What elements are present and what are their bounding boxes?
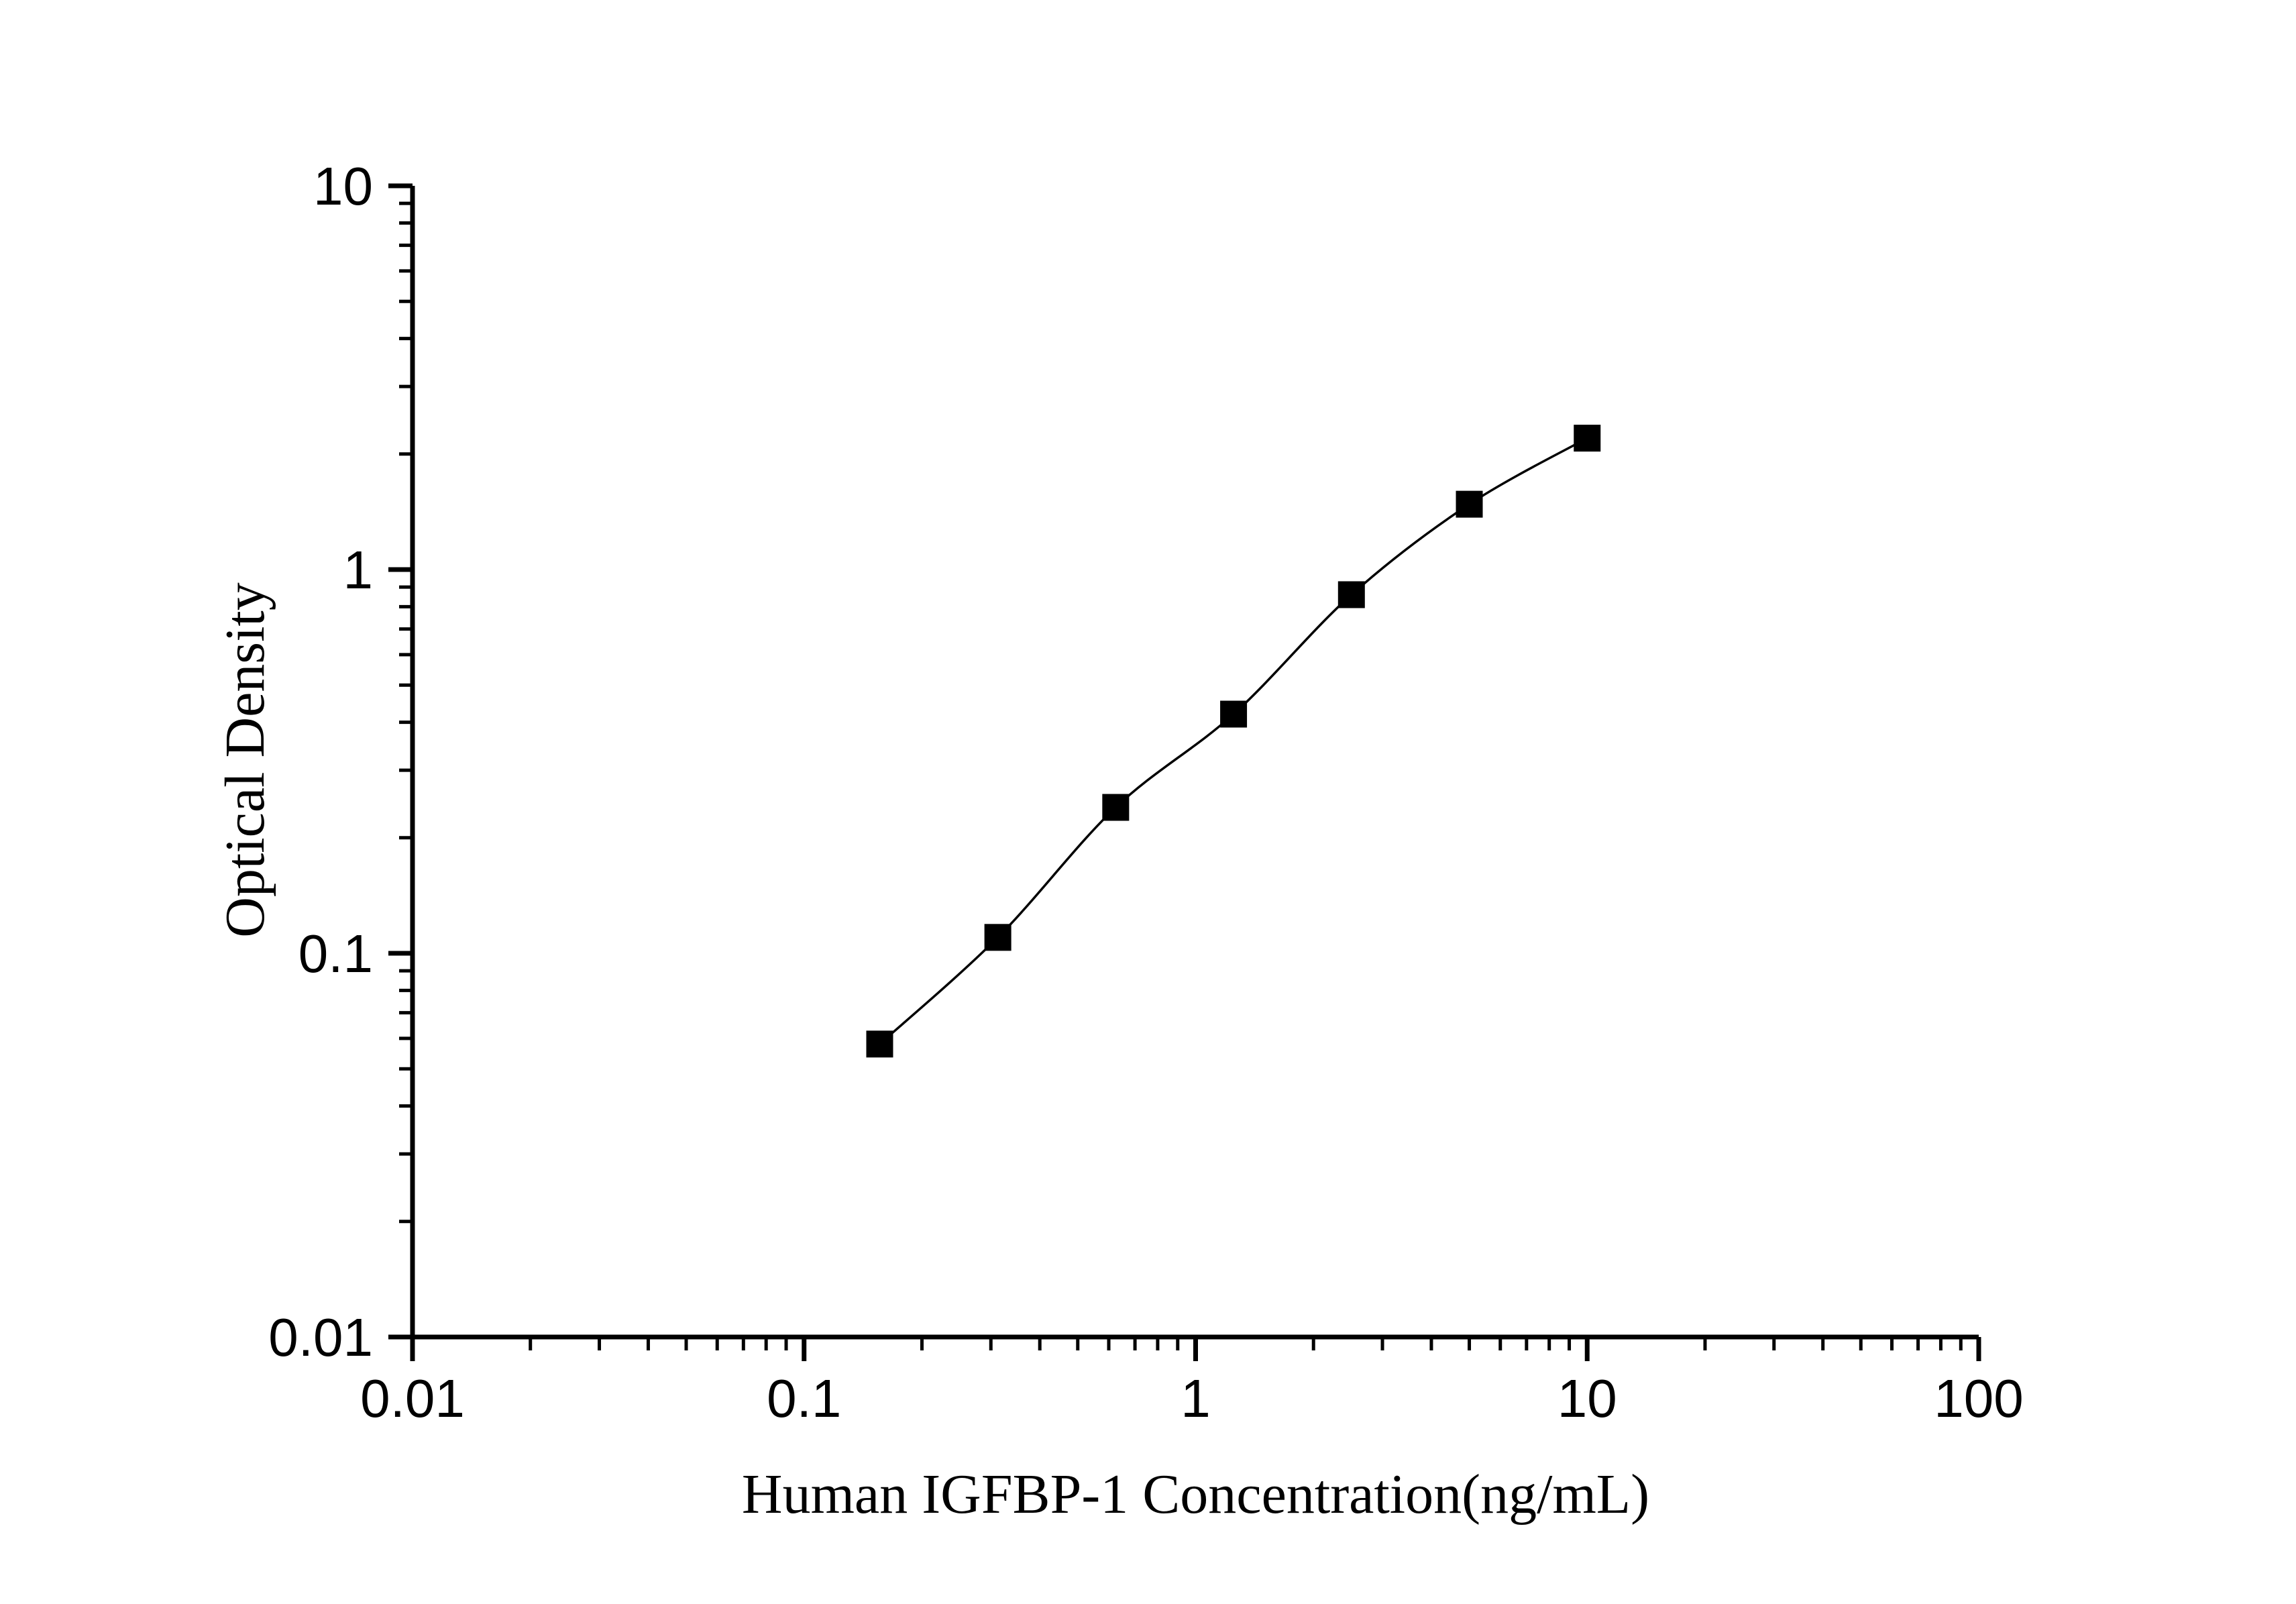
y-axis-tick-label: 0.1 [298,924,373,983]
data-point-marker [1574,425,1601,452]
data-series [866,425,1601,1058]
y-axis-tick-label: 10 [313,156,373,216]
x-axis-tick-label: 10 [1557,1369,1617,1428]
x-axis-title: Human IGFBP-1 Concentration(ng/mL) [741,1463,1650,1526]
x-axis-tick-label: 1 [1181,1369,1211,1428]
data-point-marker [1220,700,1248,728]
y-axis-tick-label: 0.01 [268,1307,373,1367]
x-axis-tick-label: 100 [1934,1369,2023,1428]
x-axis-tick-label: 0.1 [767,1369,841,1428]
data-point-marker [1337,581,1365,608]
x-axis-tick-label: 0.01 [360,1369,465,1428]
axis-lines [410,186,1979,1340]
data-point-marker [984,924,1012,951]
data-point-marker [1102,794,1130,821]
y-axis-title: Optical Density [214,582,276,938]
standard-curve-line [879,437,1588,1045]
y-axis: 0.01 0.1 1 10 [268,156,413,1367]
y-axis-tick-label: 1 [343,540,374,600]
x-axis: 0.01 0.1 1 10 100 [360,1337,2024,1428]
data-point-marker [866,1030,893,1058]
data-point-marker [1456,490,1483,518]
